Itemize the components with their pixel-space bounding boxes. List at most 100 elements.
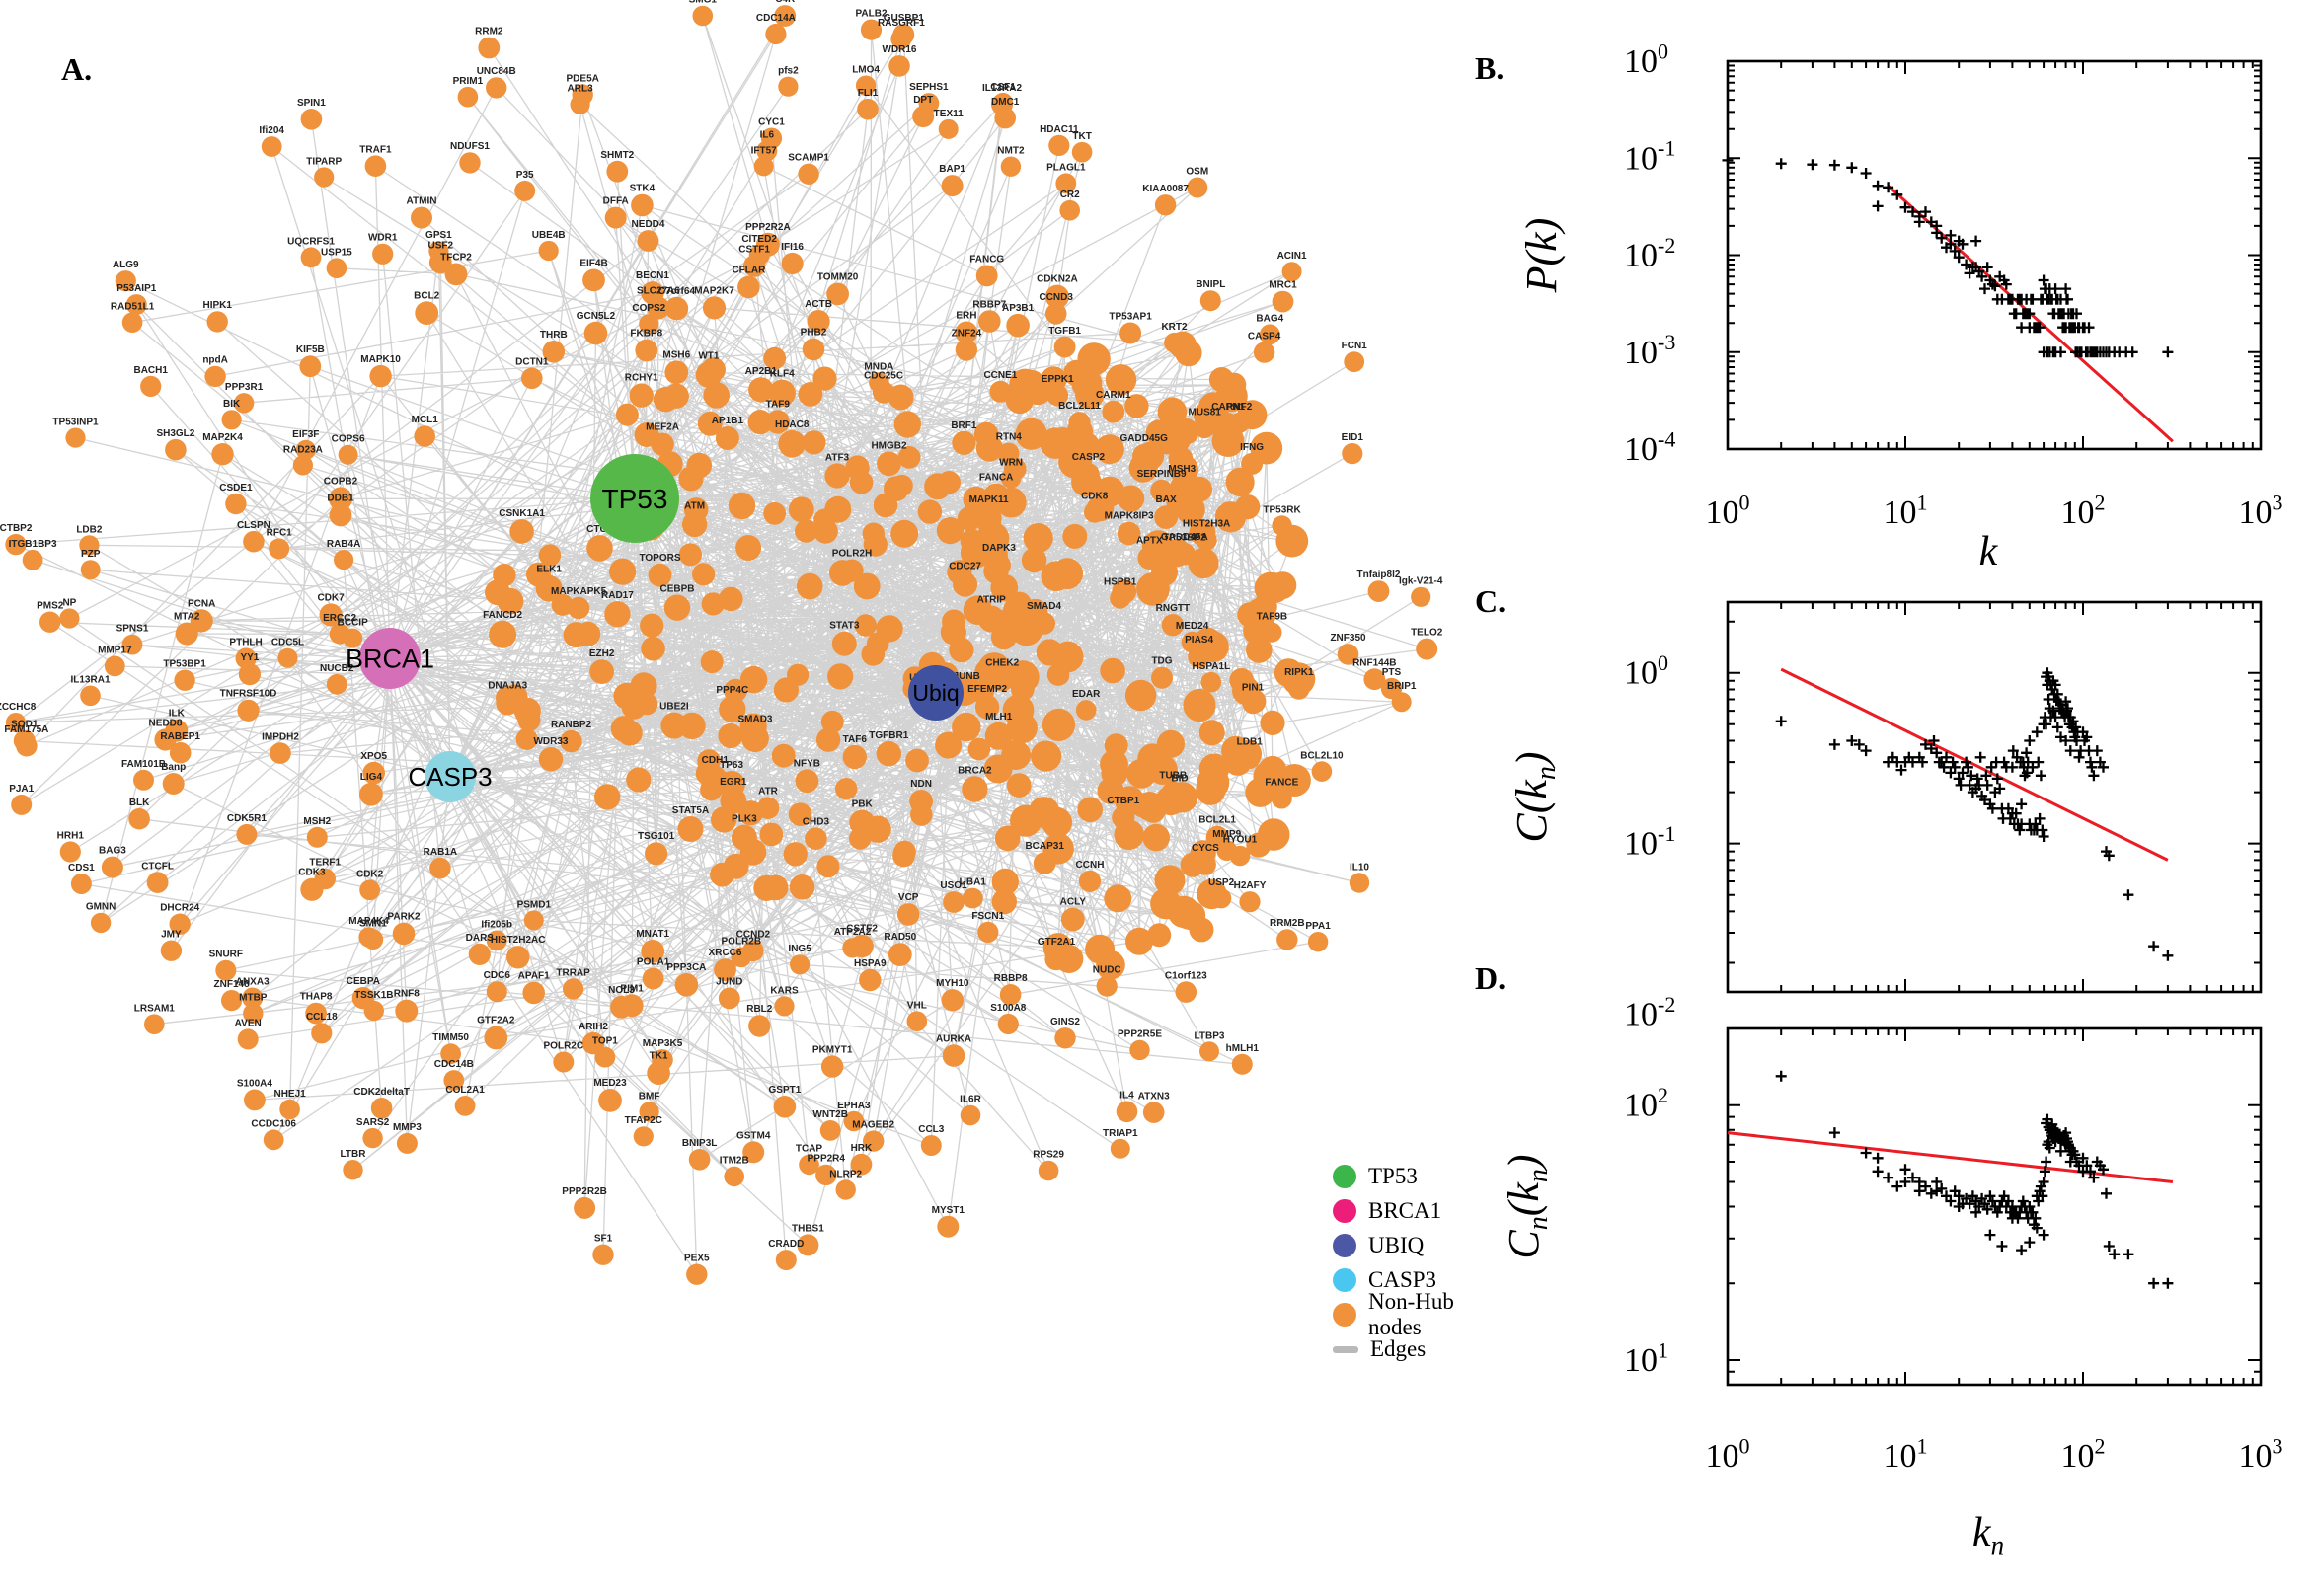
y-tick-label: 102 — [1624, 1083, 1668, 1124]
network-node — [630, 672, 657, 700]
network-node — [952, 430, 976, 455]
network-node — [742, 1141, 765, 1164]
network-node — [1074, 432, 1100, 458]
gene-label: C1orf123 — [1165, 970, 1207, 981]
network-node — [414, 425, 436, 447]
network-node — [343, 1160, 363, 1180]
network-node — [747, 410, 773, 435]
gene-label: JMY — [161, 930, 182, 941]
gene-label: EIF3F — [292, 429, 319, 440]
gene-label: CDK2 — [356, 870, 384, 880]
network-node — [1142, 1102, 1165, 1123]
gene-label: BCCIP — [338, 617, 368, 628]
gene-label: DNAJA3 — [488, 681, 527, 692]
network-node — [1024, 377, 1052, 406]
gene-label: BID — [1171, 773, 1188, 784]
network-node — [941, 175, 964, 197]
network-node — [1142, 823, 1170, 852]
gene-label: ZCCHC8 — [0, 702, 37, 713]
gene-label: PEX5 — [684, 1254, 710, 1264]
network-node — [514, 180, 536, 201]
network-node — [1031, 740, 1062, 772]
gene-label: GMNN — [86, 902, 116, 913]
network-node — [775, 1250, 797, 1271]
network-node — [688, 1149, 711, 1171]
gene-label: CCND2 — [736, 930, 771, 941]
gene-label: CEBPA — [347, 976, 380, 987]
y-axis-label: C(kn) — [1507, 751, 1562, 842]
network-node — [1150, 479, 1173, 502]
gene-label: FANCE — [1265, 778, 1298, 789]
network-node — [489, 620, 517, 648]
gene-label: MNAT1 — [636, 929, 669, 940]
gene-label: GADD45A — [1161, 532, 1208, 543]
gene-label: DHCR24 — [160, 903, 199, 914]
gene-label: CTBP1 — [1107, 796, 1139, 806]
gene-label: USP15 — [321, 247, 352, 258]
gene-label: IL13RA1 — [70, 675, 110, 686]
gene-label: CDK2deltaT — [353, 1087, 410, 1098]
network-node — [1002, 694, 1035, 726]
network-node — [812, 366, 837, 391]
gene-label: CDK7 — [317, 592, 345, 603]
network-node — [678, 543, 703, 567]
gene-label: EDAR — [1072, 689, 1101, 700]
network-node — [563, 978, 584, 1000]
legend-label-edges: Edges — [1370, 1336, 1427, 1361]
network-node — [996, 487, 1027, 518]
chart-panel-c: 100 10-1 10-2 C(kn) C. — [1475, 583, 2263, 1033]
network-node — [641, 636, 665, 661]
gene-label: TOPORS — [639, 553, 680, 564]
gene-label: GADD45G — [1120, 433, 1169, 444]
gene-label: FAM101B — [121, 759, 166, 770]
network-node — [243, 530, 265, 553]
network-node — [506, 946, 530, 969]
network-node — [1198, 720, 1225, 746]
network-node — [1156, 729, 1185, 759]
network-node — [343, 628, 363, 648]
network-node — [359, 782, 383, 806]
gene-label: MMP17 — [98, 646, 132, 656]
gene-label: RIPK1 — [1284, 667, 1314, 678]
gene-label: CDC14A — [756, 13, 796, 24]
gene-label: HDAC8 — [775, 419, 810, 430]
gene-label: UQCRFS1 — [287, 236, 335, 247]
gene-label: CDK8 — [1081, 491, 1109, 501]
network-node — [1337, 644, 1359, 665]
network-node — [1078, 870, 1102, 893]
network-node — [631, 193, 654, 217]
gene-label: ACLY — [1060, 897, 1087, 908]
network-node — [370, 1098, 393, 1119]
network-node — [459, 152, 481, 174]
network-node — [486, 981, 507, 1003]
gene-label: PIN1 — [1242, 683, 1265, 694]
network-node — [125, 294, 147, 316]
network-node — [478, 37, 501, 59]
gene-label: ITGB1BP3 — [9, 539, 57, 550]
network-node — [975, 434, 1004, 462]
gene-label: DFFA — [603, 196, 629, 207]
network-node — [538, 544, 562, 567]
network-node — [1075, 700, 1097, 721]
gene-label: BAG3 — [99, 846, 126, 857]
network-node — [204, 365, 226, 388]
gene-label: CTBP2 — [0, 523, 33, 534]
network-node — [306, 826, 328, 848]
network-node — [277, 647, 298, 668]
gene-label: TSG101 — [638, 831, 675, 842]
gene-label: BCL2L1 — [1198, 815, 1236, 826]
network-node — [756, 140, 778, 162]
network-node — [598, 1089, 622, 1112]
gene-label: ARL3 — [568, 84, 594, 95]
gene-label: POLR2H — [832, 549, 873, 560]
legend-label-casp3: CASP3 — [1368, 1267, 1437, 1292]
network-node — [739, 838, 767, 866]
panel-letter: C. — [1475, 583, 1505, 619]
gene-label: TEX11 — [934, 109, 964, 119]
network-node — [1060, 907, 1085, 932]
gene-label: Tnfaip8l2 — [1357, 570, 1401, 580]
gene-label: HSPA9 — [854, 958, 887, 969]
gene-label: WDR33 — [533, 736, 568, 747]
legend-swatch-casp3 — [1333, 1268, 1356, 1292]
legend-swatch-brca1 — [1333, 1199, 1356, 1223]
